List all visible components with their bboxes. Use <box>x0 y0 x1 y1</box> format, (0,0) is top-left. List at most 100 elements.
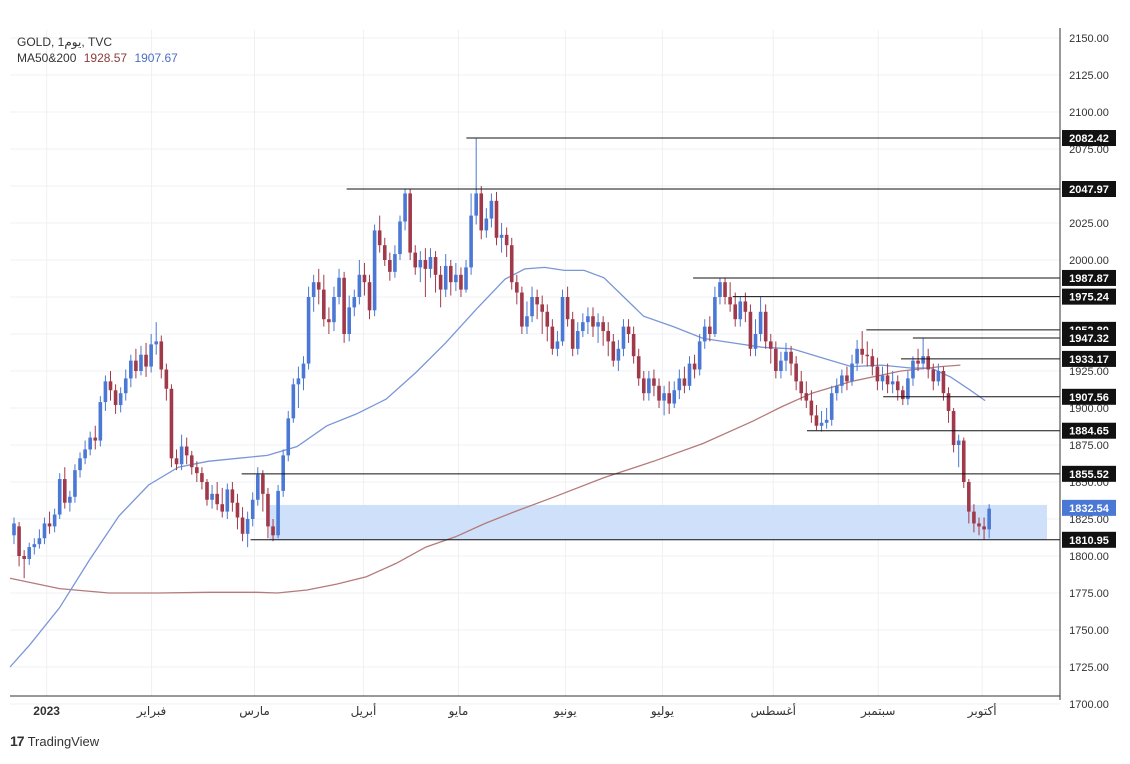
candle-body <box>139 354 143 371</box>
candle-body <box>22 556 26 559</box>
candle-body <box>621 326 626 349</box>
candle <box>601 316 605 346</box>
candle <box>489 193 494 228</box>
candle <box>47 511 52 534</box>
candle-body <box>636 356 641 379</box>
candle <box>575 322 580 355</box>
candle <box>159 335 164 379</box>
candle <box>428 248 433 278</box>
candle-body <box>606 331 611 342</box>
candle-body <box>829 393 834 420</box>
candle-body <box>550 326 555 349</box>
candle-body <box>195 467 199 474</box>
candle <box>169 384 174 468</box>
candle-body <box>32 544 37 548</box>
candle-body <box>408 193 412 253</box>
candle <box>57 473 62 519</box>
level-tag: 2047.97 <box>1069 184 1109 196</box>
candle-body <box>118 393 123 406</box>
time-tick-label: أغسطس <box>751 703 796 719</box>
candle-body <box>129 360 133 379</box>
candle <box>545 304 550 342</box>
candle <box>631 326 636 364</box>
candle-body <box>382 245 387 260</box>
time-tick-label: يوليو <box>650 704 674 719</box>
candle-body <box>855 348 859 364</box>
candle <box>870 348 875 376</box>
candle-body <box>169 388 174 459</box>
candle <box>306 286 311 370</box>
candle-body <box>845 375 849 382</box>
candle-body <box>448 265 453 283</box>
candle <box>322 274 326 327</box>
candle <box>713 286 717 337</box>
candle-body <box>52 514 57 527</box>
time-tick-label: مارس <box>239 704 270 719</box>
candle-body <box>809 400 814 416</box>
candle-body <box>73 470 77 497</box>
candle <box>240 507 245 542</box>
level-tag: 1947.32 <box>1069 333 1109 345</box>
candle-body <box>530 297 534 317</box>
brand[interactable]: 17 TradingView <box>10 733 99 749</box>
candle-body <box>977 523 981 527</box>
candle <box>195 461 199 482</box>
candle-body <box>337 277 341 297</box>
candle-body <box>814 415 819 426</box>
candle-body <box>311 282 316 297</box>
chart-legend: GOLD, 1يوم, TVC MA50&200 1928.57 1907.67 <box>17 34 182 66</box>
price-tick-label: 1925.00 <box>1069 366 1109 378</box>
candle-body <box>215 493 219 505</box>
candle-body <box>443 265 448 290</box>
candle <box>738 297 743 327</box>
candle-body <box>347 307 352 334</box>
candle <box>418 251 423 283</box>
level-lines <box>241 137 1060 541</box>
candle <box>108 371 113 401</box>
price-tick-label: 2000.00 <box>1069 255 1109 267</box>
candle-body <box>581 322 585 332</box>
candle-body <box>916 360 920 364</box>
candle-body <box>931 369 936 382</box>
candle-body <box>134 360 138 371</box>
candle <box>367 274 372 320</box>
candle <box>164 363 169 401</box>
candle <box>911 356 915 386</box>
candle <box>377 215 382 253</box>
candle-body <box>596 322 600 327</box>
candle-body <box>367 282 372 311</box>
candle <box>271 519 275 542</box>
level-tag-bg <box>1062 288 1116 305</box>
candle-body <box>535 297 539 305</box>
candle-body <box>509 245 514 283</box>
candle <box>733 292 738 327</box>
candle <box>266 487 270 539</box>
candle-body <box>103 381 108 403</box>
candle <box>362 262 367 296</box>
candle <box>22 550 26 579</box>
candle-body <box>393 254 397 272</box>
price-tick-label: 2125.00 <box>1069 70 1109 82</box>
level-tag: 1810.95 <box>1069 535 1109 547</box>
candle <box>184 437 189 465</box>
candle <box>448 260 453 296</box>
candle <box>301 356 306 391</box>
candle <box>144 342 148 377</box>
candle-body <box>261 474 265 494</box>
candle <box>814 405 819 431</box>
candle <box>936 363 941 386</box>
candle <box>413 245 418 275</box>
time-tick-label: فبراير <box>136 704 166 719</box>
candle <box>951 408 956 453</box>
price-tags: 2082.422047.971987.871975.241952.801947.… <box>1062 130 1116 548</box>
candle <box>225 483 230 519</box>
candle-body <box>377 230 382 246</box>
candle-body <box>611 341 616 361</box>
candle-body <box>352 297 357 308</box>
candle <box>484 208 489 238</box>
candle <box>641 371 646 401</box>
candle-body <box>327 319 331 323</box>
candle-body <box>697 341 702 370</box>
